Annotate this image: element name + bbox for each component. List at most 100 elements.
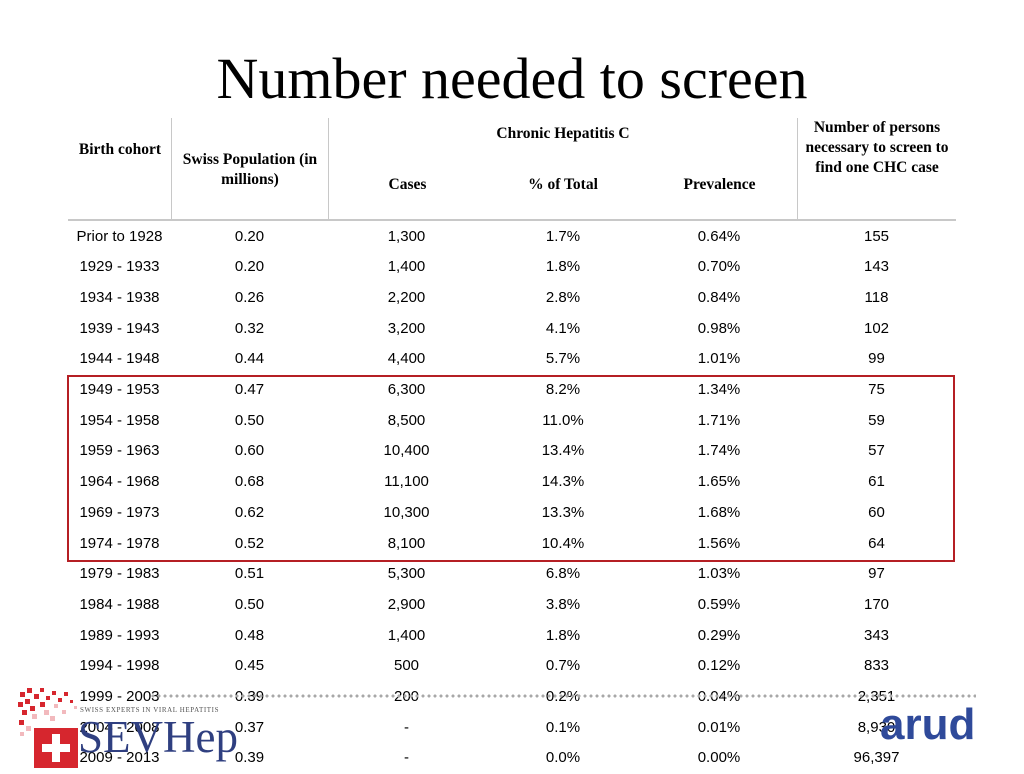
- cell-birth-cohort: 1934 - 1938: [79, 288, 160, 306]
- cell-birth-cohort: 1989 - 1993: [79, 626, 160, 644]
- cell-pct-total: 14.3%: [541, 473, 585, 491]
- header-divider: [171, 118, 172, 221]
- cell-prevalence: 1.03%: [697, 565, 741, 583]
- cell-pct-total: 1.8%: [545, 258, 581, 276]
- cell-pct-total: 3.8%: [545, 595, 581, 613]
- cell-nns: 99: [868, 350, 885, 368]
- cell-swiss-population: 0.45: [234, 657, 265, 675]
- highlight-box: [67, 375, 955, 562]
- cell-cases: -: [404, 749, 409, 767]
- cell-prevalence: 1.71%: [697, 411, 741, 429]
- cell-prevalence: 1.65%: [697, 473, 741, 491]
- cell-birth-cohort: 1944 - 1948: [79, 350, 160, 368]
- cell-nns: 118: [864, 288, 889, 306]
- cell-prevalence: 1.01%: [697, 350, 741, 368]
- cell-cases: 3,200: [387, 319, 426, 337]
- cell-prevalence: 1.56%: [697, 534, 741, 552]
- cell-prevalence: 0.01%: [697, 718, 741, 736]
- cell-swiss-population: 0.60: [234, 442, 265, 460]
- cell-nns: 102: [863, 319, 890, 337]
- table-row: 1984 - 1988 0.50 2,900 3.8% 0.59% 170: [68, 590, 956, 621]
- arud-logo: arud: [880, 700, 976, 749]
- table-row: 1949 - 1953 0.47 6,300 8.2% 1.34% 75: [68, 375, 956, 406]
- cell-swiss-population: 0.48: [234, 626, 265, 644]
- cell-nns: 833: [863, 657, 890, 675]
- cell-nns: 170: [863, 595, 890, 613]
- cell-cases: 1,400: [387, 626, 426, 644]
- cell-prevalence: 0.12%: [697, 657, 741, 675]
- cell-pct-total: 0.0%: [545, 749, 581, 767]
- table-row: 1929 - 1933 0.20 1,400 1.8% 0.70% 143: [68, 252, 956, 283]
- cell-swiss-population: 0.39: [234, 749, 265, 767]
- slide-title: Number needed to screen: [216, 46, 808, 111]
- cell-nns: 59: [868, 411, 885, 429]
- sevhep-wordmark: SEVHep: [78, 712, 238, 762]
- cell-pct-total: 2.8%: [545, 288, 581, 306]
- table-row: 1964 - 1968 0.68 11,100 14.3% 1.65% 61: [68, 467, 956, 498]
- cell-swiss-population: 0.68: [234, 473, 265, 491]
- cell-nns: 8,930: [857, 718, 896, 736]
- cell-swiss-population: 0.20: [234, 258, 265, 276]
- cell-pct-total: 6.8%: [545, 565, 581, 583]
- table-row: 1959 - 1963 0.60 10,400 13.4% 1.74% 57: [68, 436, 956, 467]
- cell-birth-cohort: 1979 - 1983: [79, 565, 160, 583]
- sevhep-tagline: SWISS EXPERTS IN VIRAL HEPATITIS: [80, 706, 220, 714]
- cell-birth-cohort: 1984 - 1988: [79, 595, 160, 613]
- cell-swiss-population: 0.44: [234, 350, 265, 368]
- cell-birth-cohort: 1999 - 2003: [79, 688, 160, 705]
- cell-prevalence: 0.98%: [697, 319, 741, 337]
- cell-nns: 155: [863, 227, 890, 245]
- cell-nns: 75: [868, 381, 885, 398]
- cell-cases: 11,100: [384, 473, 429, 491]
- cell-birth-cohort: 1954 - 1958: [79, 411, 160, 429]
- table-row: 1944 - 1948 0.44 4,400 5.7% 1.01% 99: [68, 344, 956, 375]
- cell-nns: 64: [868, 534, 885, 552]
- cell-nns: 57: [868, 442, 885, 460]
- header-chronic-hepatitis-c: Chronic Hepatitis C: [496, 125, 630, 142]
- cell-birth-cohort: 2009 - 2013: [79, 749, 160, 767]
- cell-birth-cohort: 1969 - 1973: [79, 503, 160, 521]
- cell-swiss-population: 0.52: [234, 534, 265, 552]
- cell-cases: 2,900: [387, 595, 426, 613]
- cell-cases: -: [404, 718, 409, 736]
- table-row: 1969 - 1973 0.62 10,300 13.3% 1.68% 60: [68, 498, 956, 529]
- header-divider: [797, 118, 798, 221]
- cell-birth-cohort: Prior to 1928: [76, 227, 163, 245]
- cell-cases: 6,300: [387, 381, 426, 398]
- cell-cases: 2,200: [387, 288, 426, 306]
- table-row: 1954 - 1958 0.50 8,500 11.0% 1.71% 59: [68, 406, 956, 437]
- table-row: 1974 - 1978 0.52 8,100 10.4% 1.56% 64: [68, 529, 956, 560]
- cell-birth-cohort: 1959 - 1963: [79, 442, 160, 460]
- cell-nns: 96,397: [853, 749, 900, 767]
- cell-birth-cohort: 1994 - 1998: [79, 657, 160, 675]
- cell-pct-total: 8.2%: [545, 381, 581, 398]
- cell-pct-total: 5.7%: [545, 350, 581, 368]
- cell-birth-cohort: 1929 - 1933: [79, 258, 160, 276]
- cell-birth-cohort: 1949 - 1953: [79, 381, 160, 398]
- table-row: 1989 - 1993 0.48 1,400 1.8% 0.29% 343: [68, 621, 956, 652]
- table-row: 1979 - 1983 0.51 5,300 6.8% 1.03% 97: [68, 559, 956, 590]
- cell-swiss-population: 0.20: [234, 227, 265, 245]
- cell-cases: 8,100: [387, 534, 426, 552]
- header-nns: Number of persons necessary to screen to…: [805, 119, 949, 176]
- table-row: 1994 - 1998 0.45 500 0.7% 0.12% 833: [68, 651, 956, 682]
- sevhep-mosaic-logo: [18, 688, 78, 768]
- cell-swiss-population: 0.47: [234, 381, 265, 398]
- cell-pct-total: 1.8%: [545, 626, 581, 644]
- header-pct-total: % of Total: [528, 176, 598, 193]
- cell-nns: 61: [868, 473, 885, 491]
- cell-prevalence: 0.70%: [697, 258, 741, 276]
- cell-prevalence: 0.29%: [697, 626, 741, 644]
- table-row: 2009 - 2013 0.39 - 0.0% 0.00% 96,397: [68, 743, 956, 774]
- cell-pct-total: 10.4%: [541, 534, 585, 552]
- header-rule: [68, 219, 956, 221]
- cell-pct-total: 11.0%: [542, 411, 584, 429]
- cell-prevalence: 0.64%: [697, 227, 741, 245]
- cell-pct-total: 0.7%: [545, 657, 581, 675]
- cell-pct-total: 13.4%: [541, 442, 585, 460]
- cell-swiss-population: 0.50: [234, 595, 265, 613]
- cell-cases: 5,300: [387, 565, 426, 583]
- dotted-divider: [150, 694, 976, 698]
- cell-cases: 1,300: [387, 227, 426, 245]
- cell-cases: 1,400: [387, 258, 426, 276]
